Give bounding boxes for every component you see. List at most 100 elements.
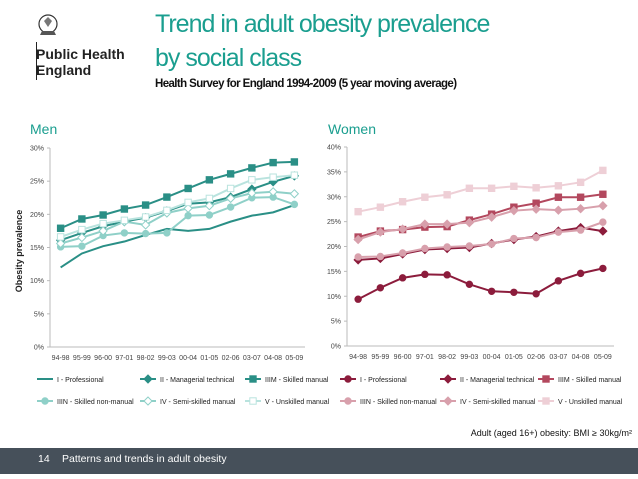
women-data-point: [421, 270, 429, 279]
women-x-tick-label: 98-02: [438, 354, 456, 361]
women-data-point: [554, 228, 563, 236]
women-y-tick-label: 15%: [327, 269, 341, 276]
men-y-tick-label: 30%: [30, 146, 44, 153]
women-data-point: [576, 269, 585, 278]
men-data-point: [99, 219, 107, 228]
men-data-point: [205, 194, 214, 203]
men-data-point: [78, 242, 86, 250]
men-x-tick-label: 94-98: [52, 355, 70, 362]
women-y-tick-label: 30%: [327, 194, 341, 201]
women-data-point: [443, 271, 451, 279]
men-x-tick-label: 04-08: [264, 355, 282, 362]
men-y-tick-label: 5%: [34, 311, 44, 318]
men-data-point: [289, 189, 300, 199]
women-data-point: [443, 243, 451, 251]
men-legend-label: IIIN - Skilled non-manual: [57, 399, 134, 406]
women-y-tick-label: 20%: [327, 244, 341, 251]
women-data-point: [532, 184, 540, 192]
women-legend-marker: [542, 375, 550, 383]
women-data-point: [487, 287, 496, 295]
men-data-point: [268, 187, 278, 197]
men-data-point: [183, 203, 193, 214]
men-data-point: [141, 229, 150, 238]
women-legend-label: IIIN - Skilled non-manual: [360, 399, 437, 406]
women-x-tick-label: 02-06: [527, 354, 545, 361]
men-x-tick-label: 96-00: [94, 355, 112, 362]
women-data-point: [354, 207, 362, 216]
women-data-point: [354, 253, 362, 261]
women-series-line: [357, 267, 604, 301]
women-data-point: [532, 233, 540, 242]
women-data-point: [599, 166, 607, 175]
men-data-point: [120, 229, 129, 237]
women-y-tick-label: 10%: [327, 294, 341, 301]
women-data-point: [554, 277, 563, 285]
women-data-point: [509, 205, 519, 216]
logo-text-line1: Public Health: [36, 46, 125, 62]
women-legend-label: IV - Semi-skilled manual: [460, 399, 536, 406]
women-data-point: [576, 226, 585, 234]
women-legend-label: I - Professional: [360, 377, 407, 384]
women-series-line: [358, 221, 604, 258]
women-data-point: [576, 193, 585, 201]
footer-text: Patterns and trends in adult obesity: [62, 453, 227, 465]
men-x-tick-label: 05-09: [285, 355, 303, 362]
women-data-point: [487, 184, 496, 192]
men-data-point: [141, 201, 150, 209]
men-data-point: [226, 203, 235, 211]
women-y-tick-label: 40%: [327, 145, 341, 152]
men-data-point: [290, 200, 299, 209]
men-data-point: [269, 173, 277, 181]
men-data-point: [226, 184, 235, 193]
women-data-point: [487, 240, 496, 248]
footer-page-number: 14: [38, 453, 50, 465]
women-legend-label: II - Managerial technical: [460, 377, 535, 384]
women-legend-marker: [344, 397, 352, 405]
women-data-point: [576, 178, 585, 187]
women-x-tick-label: 01-05: [505, 354, 523, 361]
men-panel-label: Men: [30, 121, 58, 137]
women-data-point: [375, 227, 386, 237]
women-data-point: [397, 224, 408, 234]
men-x-tick-label: 95-99: [73, 355, 91, 362]
women-data-point: [599, 264, 607, 273]
crest-logo-icon: [38, 14, 58, 35]
men-legend-label: IV - Semi-skilled manual: [160, 399, 236, 406]
men-x-tick-label: 99-03: [158, 355, 176, 362]
men-data-point: [184, 198, 192, 207]
page-title-line1: Trend in adult obesity prevalence: [155, 10, 490, 38]
men-data-point: [248, 176, 256, 184]
women-data-point: [532, 290, 540, 298]
men-x-tick-label: 01-05: [200, 355, 218, 362]
women-data-point: [376, 203, 385, 211]
men-data-point: [56, 233, 65, 241]
women-data-point: [464, 217, 475, 228]
men-legend-label: IIIM - Skilled manual: [265, 377, 329, 384]
women-data-point: [486, 212, 497, 222]
women-legend-label: V - Unskilled manual: [558, 399, 623, 406]
men-x-tick-label: 97-01: [115, 355, 133, 362]
men-data-point: [163, 206, 171, 215]
women-data-point: [510, 182, 518, 191]
men-legend-label: V - Unskilled manual: [265, 399, 330, 406]
women-data-point: [599, 190, 607, 198]
men-series-line: [60, 190, 295, 245]
women-legend-marker: [344, 375, 352, 383]
men-legend-marker: [249, 397, 257, 405]
women-data-point: [420, 219, 430, 229]
men-data-point: [99, 211, 107, 219]
men-legend-marker: [143, 396, 153, 406]
men-data-point: [120, 216, 129, 225]
women-data-point: [398, 249, 407, 257]
men-data-point: [184, 184, 192, 193]
men-y-tick-label: 10%: [30, 278, 44, 285]
women-y-tick-label: 25%: [327, 219, 341, 226]
men-x-tick-label: 02-06: [222, 355, 240, 362]
men-data-point: [205, 176, 214, 184]
women-legend-marker: [443, 374, 453, 384]
men-series-line: [60, 196, 295, 248]
men-data-point: [248, 164, 256, 172]
women-x-tick-label: 96-00: [394, 354, 412, 361]
men-x-tick-label: 00-04: [179, 355, 197, 362]
men-legend-marker: [41, 397, 49, 405]
